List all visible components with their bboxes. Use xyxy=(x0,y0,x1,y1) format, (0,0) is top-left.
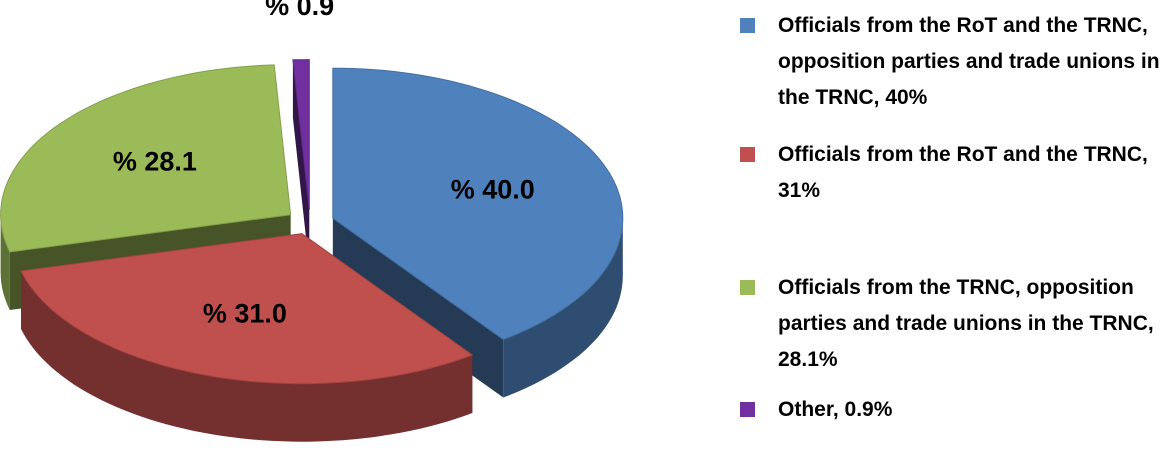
pie-area: % 40.0 % 31.0 % 28.1 % 0.9 xyxy=(0,0,624,442)
legend-swatch xyxy=(740,147,755,162)
legend-item: Officials from the TRNC, opposition part… xyxy=(740,270,1160,378)
legend-item: Other, 0.9% xyxy=(740,392,1160,428)
slice xyxy=(20,233,474,385)
slice xyxy=(0,64,292,253)
legend-item: Officials from the RoT and the TRNC, 31% xyxy=(740,137,1160,209)
legend-label: Officials from the TRNC, opposition part… xyxy=(778,276,1154,371)
slice-side xyxy=(0,214,10,310)
legend-swatch xyxy=(740,402,755,417)
slice-side xyxy=(503,218,623,398)
value-label: % 40.0 xyxy=(451,174,535,204)
legend-label: Officials from the RoT and the TRNC, 31% xyxy=(778,143,1148,202)
value-label: % 0.9 xyxy=(265,0,334,21)
value-label: % 31.0 xyxy=(203,299,287,329)
slice xyxy=(332,67,624,341)
legend-swatch xyxy=(740,280,755,295)
legend-label: Other, 0.9% xyxy=(778,398,893,421)
slice-side xyxy=(292,59,310,268)
value-label: % 28.1 xyxy=(113,146,197,176)
slice xyxy=(292,59,310,210)
slice-side xyxy=(21,271,473,442)
legend-item: Officials from the RoT and the TRNC, opp… xyxy=(740,8,1160,116)
legend-swatch xyxy=(740,18,755,33)
legend-label: Officials from the RoT and the TRNC, opp… xyxy=(778,14,1160,109)
